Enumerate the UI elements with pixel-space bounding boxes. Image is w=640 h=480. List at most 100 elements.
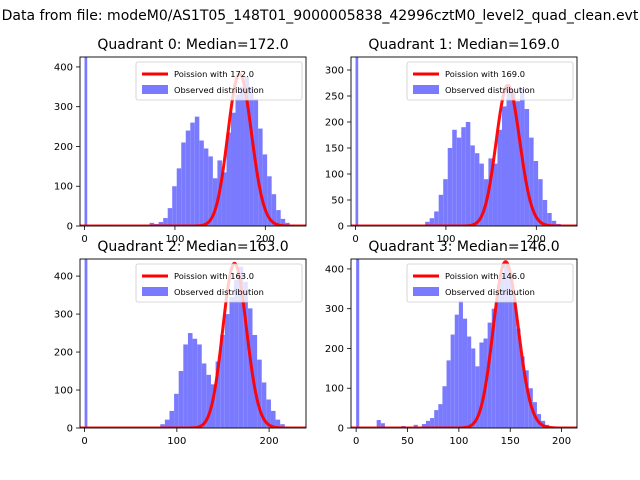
histogram-bar bbox=[479, 342, 484, 428]
histogram-bar bbox=[434, 410, 439, 428]
legend-observed-label: Observed distribution bbox=[445, 85, 535, 95]
histogram-bar bbox=[443, 179, 448, 226]
y-tick-label: 100 bbox=[325, 170, 344, 181]
axes-frame bbox=[350, 258, 578, 429]
histogram-bar bbox=[515, 101, 521, 226]
histogram-bar bbox=[504, 264, 509, 428]
histogram-bar bbox=[506, 88, 512, 226]
y-tick-label: 200 bbox=[325, 118, 344, 129]
y-tick-label: 50 bbox=[331, 196, 344, 207]
histogram-bar bbox=[149, 222, 155, 226]
y-tick-label: 150 bbox=[325, 144, 344, 155]
histogram-bar bbox=[429, 218, 435, 226]
histogram-bar bbox=[467, 336, 472, 428]
histogram-bar bbox=[271, 194, 277, 226]
histogram-bar bbox=[224, 314, 230, 428]
histogram-bar bbox=[160, 424, 165, 428]
histogram-bar bbox=[280, 218, 286, 226]
x-tick-label: 200 bbox=[256, 234, 275, 245]
quadrant-0-plot-area bbox=[80, 57, 306, 226]
quadrant-2-chart: Quadrant 2: Median=163.0 0 100 200 0 100 200 30… bbox=[54, 239, 307, 447]
histogram-bar bbox=[520, 356, 525, 428]
histogram-bar bbox=[212, 178, 218, 226]
histogram-bar bbox=[220, 334, 225, 428]
histogram-bar bbox=[178, 371, 184, 428]
histogram-bar bbox=[501, 106, 507, 226]
histogram-bar bbox=[474, 153, 480, 226]
histogram-bar bbox=[229, 296, 235, 428]
histogram-bar bbox=[355, 57, 359, 226]
histogram-bar bbox=[492, 163, 498, 226]
x-tick-label: 200 bbox=[260, 436, 279, 447]
y-tick-label: 300 bbox=[325, 66, 344, 77]
axes-frame bbox=[79, 258, 307, 429]
x-tick-label: 0 bbox=[352, 234, 358, 245]
histogram-bar bbox=[446, 360, 451, 428]
histogram-bar bbox=[172, 186, 177, 226]
legend-observed-swatch bbox=[142, 287, 168, 296]
histogram-bar bbox=[454, 314, 459, 428]
histogram-bar bbox=[199, 140, 204, 226]
x-tick-label: 100 bbox=[449, 436, 468, 447]
x-tick-label: 50 bbox=[401, 436, 414, 447]
histogram-bar bbox=[512, 298, 517, 428]
histogram-bar bbox=[240, 86, 245, 226]
histogram-bar bbox=[243, 281, 248, 428]
quadrant-0-title: Quadrant 0: Median=172.0 bbox=[97, 37, 288, 53]
histogram-bar bbox=[538, 179, 543, 226]
histogram-bar bbox=[244, 76, 250, 226]
histogram-bar bbox=[380, 423, 385, 428]
quadrant-1-legend: Poission with 169.0 Observed distribution bbox=[406, 61, 574, 101]
histogram-bar bbox=[176, 168, 182, 226]
legend-observed-swatch bbox=[413, 287, 439, 296]
histogram-bar bbox=[479, 163, 484, 226]
histogram-bar bbox=[438, 404, 443, 428]
histogram-bar bbox=[487, 322, 492, 428]
histogram-bar bbox=[270, 410, 276, 428]
histogram-bar bbox=[516, 328, 521, 428]
histogram-bar bbox=[221, 172, 227, 226]
quadrant-3-title: Quadrant 3: Median=146.0 bbox=[368, 239, 559, 255]
histogram-bar bbox=[533, 161, 539, 226]
histogram-bar bbox=[551, 220, 557, 226]
histogram-bar bbox=[84, 57, 88, 226]
histogram-bar bbox=[194, 116, 200, 226]
histogram-bar bbox=[413, 424, 418, 428]
x-tick-label: 0 bbox=[81, 436, 87, 447]
histogram-bar bbox=[169, 410, 175, 428]
x-tick-label: 200 bbox=[527, 234, 546, 245]
histogram-bar bbox=[164, 419, 170, 428]
legend-observed-swatch bbox=[413, 85, 439, 94]
legend-box bbox=[135, 263, 303, 303]
histogram-bar bbox=[167, 208, 173, 226]
histogram-bar bbox=[508, 276, 513, 428]
quadrant-3-plot-area bbox=[351, 259, 577, 428]
histogram-bar bbox=[450, 334, 455, 428]
axes-frame bbox=[79, 56, 307, 227]
histogram-bar bbox=[183, 344, 188, 428]
histogram-bar bbox=[524, 109, 530, 226]
histogram-bar bbox=[434, 211, 439, 226]
histogram-bar bbox=[425, 420, 431, 428]
histogram-bar bbox=[547, 213, 552, 226]
y-tick-label: 400 bbox=[325, 264, 344, 275]
histogram-bar bbox=[524, 370, 529, 428]
histogram-bar bbox=[210, 384, 216, 428]
quadrant-2-legend: Poission with 163.0 Observed distribution bbox=[135, 263, 303, 303]
histogram-bar bbox=[461, 127, 466, 226]
histogram-bar bbox=[258, 128, 263, 226]
histogram-bar bbox=[185, 130, 191, 226]
legend-observed-label: Observed distribution bbox=[174, 85, 264, 95]
legend-box bbox=[406, 61, 574, 101]
quadrant-3-legend: Poission with 146.0 Observed distribution bbox=[406, 263, 574, 303]
histogram-bar bbox=[488, 158, 493, 226]
x-tick-label: 200 bbox=[552, 436, 571, 447]
histogram-bar bbox=[491, 308, 496, 428]
histogram-bar bbox=[215, 361, 221, 428]
y-tick-label: 400 bbox=[54, 272, 73, 283]
x-tick-label: 0 bbox=[353, 436, 359, 447]
histogram-bar bbox=[356, 259, 360, 428]
quadrant-1-chart: Quadrant 1: Median=169.0 0 100 200 0 50 100 150… bbox=[325, 37, 578, 245]
histogram-bar bbox=[542, 200, 548, 226]
axes-frame bbox=[350, 56, 578, 227]
